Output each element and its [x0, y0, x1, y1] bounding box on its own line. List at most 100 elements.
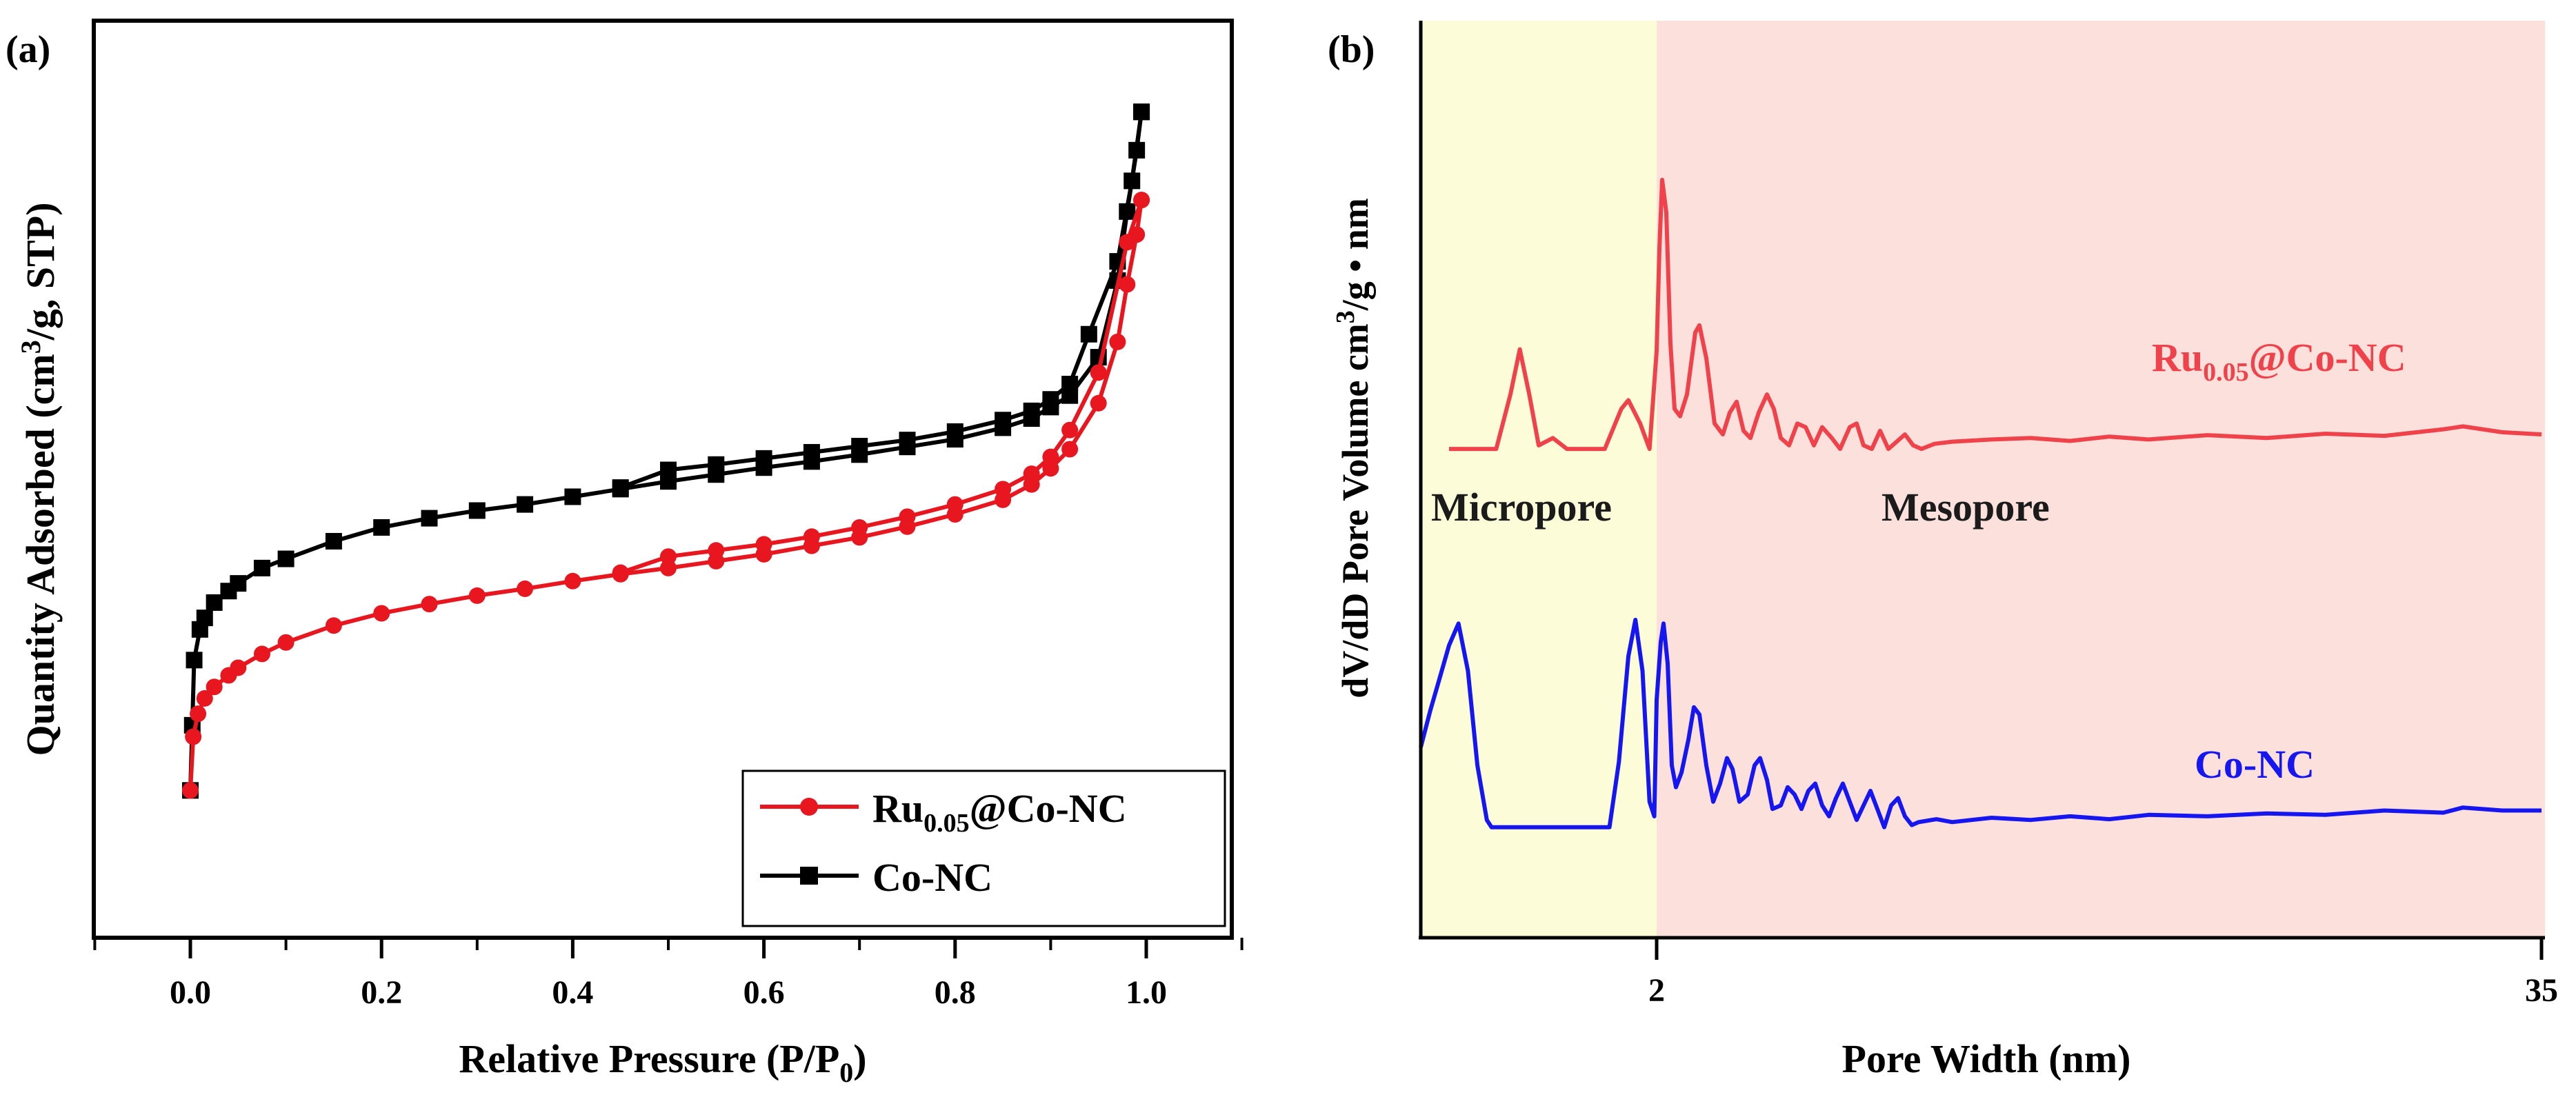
micropore-label: Micropore	[1431, 485, 1612, 530]
data-point	[230, 659, 247, 676]
data-point	[190, 705, 207, 723]
data-point	[946, 423, 963, 440]
panel-b-ru-series-label: Ru0.05@Co-NC	[2152, 335, 2406, 387]
data-point	[1061, 421, 1079, 439]
data-point	[708, 542, 725, 559]
data-point	[253, 559, 270, 576]
panel-a-xlabel: Relative Pressure (P/P0)	[459, 1036, 866, 1088]
micropore-region	[1421, 21, 1657, 938]
data-point	[1119, 234, 1136, 251]
pore-distribution-line-ru-co-nc	[1449, 177, 2542, 452]
data-point	[755, 536, 772, 553]
data-point	[517, 580, 534, 597]
panel-a-tick-label: 0.6	[743, 974, 785, 1011]
data-point	[196, 610, 213, 627]
panel-b-xlabel: Pore Width (nm)	[1842, 1036, 2131, 1081]
panel-a-legend: Ru0.05@Co-NC Co-NC	[741, 769, 1226, 927]
data-point	[995, 481, 1012, 498]
data-point	[1124, 172, 1141, 190]
data-point	[564, 572, 581, 590]
data-point	[1023, 465, 1040, 483]
data-point	[253, 645, 270, 663]
data-point	[612, 479, 629, 496]
panel-a-tick-label: 1.0	[1126, 974, 1167, 1011]
data-point	[1133, 103, 1150, 121]
data-point	[206, 594, 223, 611]
mesopore-label: Mesopore	[1881, 485, 2050, 530]
panel-b-ylabel: dV/dD Pore Volume cm3/g • nm	[1331, 198, 1376, 698]
legend-conc-marker	[800, 867, 818, 885]
panel-b-label: (b)	[1328, 28, 1375, 71]
panel-a-x-axis: 0.0 0.2 0.4 0.6 0.8 1.0	[93, 938, 1244, 1011]
panel-b-series-group	[1419, 177, 2542, 829]
data-point	[1090, 364, 1107, 381]
panel-a: (a) 0.0 0.2 0.4 0.6 0.8 1.0 Ru0.05@Co-NC Co-N…	[6, 19, 1244, 1088]
data-point	[946, 496, 963, 513]
panel-a-series-ru-co-nc	[182, 192, 1150, 799]
data-point	[1023, 402, 1040, 419]
panel-b-conc-series-label: Co-NC	[2195, 742, 2315, 787]
data-point	[1061, 441, 1079, 458]
data-point	[803, 443, 820, 461]
data-point	[1042, 460, 1059, 477]
data-point	[851, 519, 868, 536]
data-point	[1061, 376, 1079, 392]
data-point	[660, 559, 677, 576]
panel-b: (b) 2 35 Micropore Mesopore Ru0.05@Co-NC…	[1328, 21, 2558, 1081]
panel-b-tick-label-2: 2	[1648, 972, 1665, 1009]
panel-a-tick-label: 0.8	[935, 974, 976, 1011]
data-point	[186, 652, 203, 669]
mesopore-region	[1657, 21, 2545, 938]
data-point	[1042, 391, 1059, 408]
data-point	[1119, 276, 1136, 293]
panel-a-label: (a)	[6, 28, 50, 71]
panel-a-plot-frame	[92, 19, 1234, 940]
data-point	[421, 510, 438, 527]
data-point	[230, 575, 247, 592]
data-point	[660, 548, 677, 565]
panel-a-tick-label: 0.4	[552, 974, 593, 1011]
panel-a-series-co-nc	[182, 103, 1150, 799]
data-point	[899, 508, 916, 525]
panel-a-series-group	[182, 103, 1150, 799]
data-point	[182, 782, 199, 799]
data-point	[468, 587, 486, 604]
data-point	[612, 564, 629, 581]
data-point	[468, 502, 486, 519]
panel-a-tick-label: 0.2	[361, 974, 402, 1011]
pore-distribution-line-co-nc	[1419, 618, 2542, 829]
data-point	[373, 519, 390, 536]
data-point	[1133, 192, 1150, 209]
data-point	[851, 438, 868, 455]
isotherm-desorption-line	[619, 111, 1144, 490]
data-point	[1109, 333, 1126, 350]
data-point	[517, 496, 534, 513]
data-point	[325, 617, 342, 634]
panel-a-tick-label: 0.0	[170, 974, 211, 1011]
data-point	[421, 596, 438, 613]
data-point	[755, 450, 772, 467]
legend-ru-marker	[800, 798, 818, 816]
panel-b-tick-label-35: 35	[2525, 972, 2558, 1009]
data-point	[803, 528, 820, 545]
data-point	[373, 605, 390, 622]
data-point	[899, 432, 916, 449]
data-point	[1080, 325, 1097, 343]
data-point	[1090, 394, 1107, 412]
panel-a-ylabel: Quantity Adsorbed (cm3/g, STP)	[15, 202, 63, 756]
data-point	[277, 550, 294, 567]
data-point	[660, 461, 677, 479]
legend-ru-label: Ru0.05@Co-NC	[872, 786, 1127, 838]
legend-conc-label: Co-NC	[872, 855, 992, 900]
isotherm-adsorption-line	[188, 111, 1144, 791]
data-point	[185, 728, 202, 745]
data-point	[196, 690, 213, 707]
data-point	[325, 532, 342, 550]
legend-box	[741, 769, 1226, 927]
data-point	[1042, 448, 1059, 465]
data-point	[277, 634, 294, 651]
data-point	[708, 456, 725, 473]
data-point	[206, 678, 223, 696]
data-point	[564, 488, 581, 505]
